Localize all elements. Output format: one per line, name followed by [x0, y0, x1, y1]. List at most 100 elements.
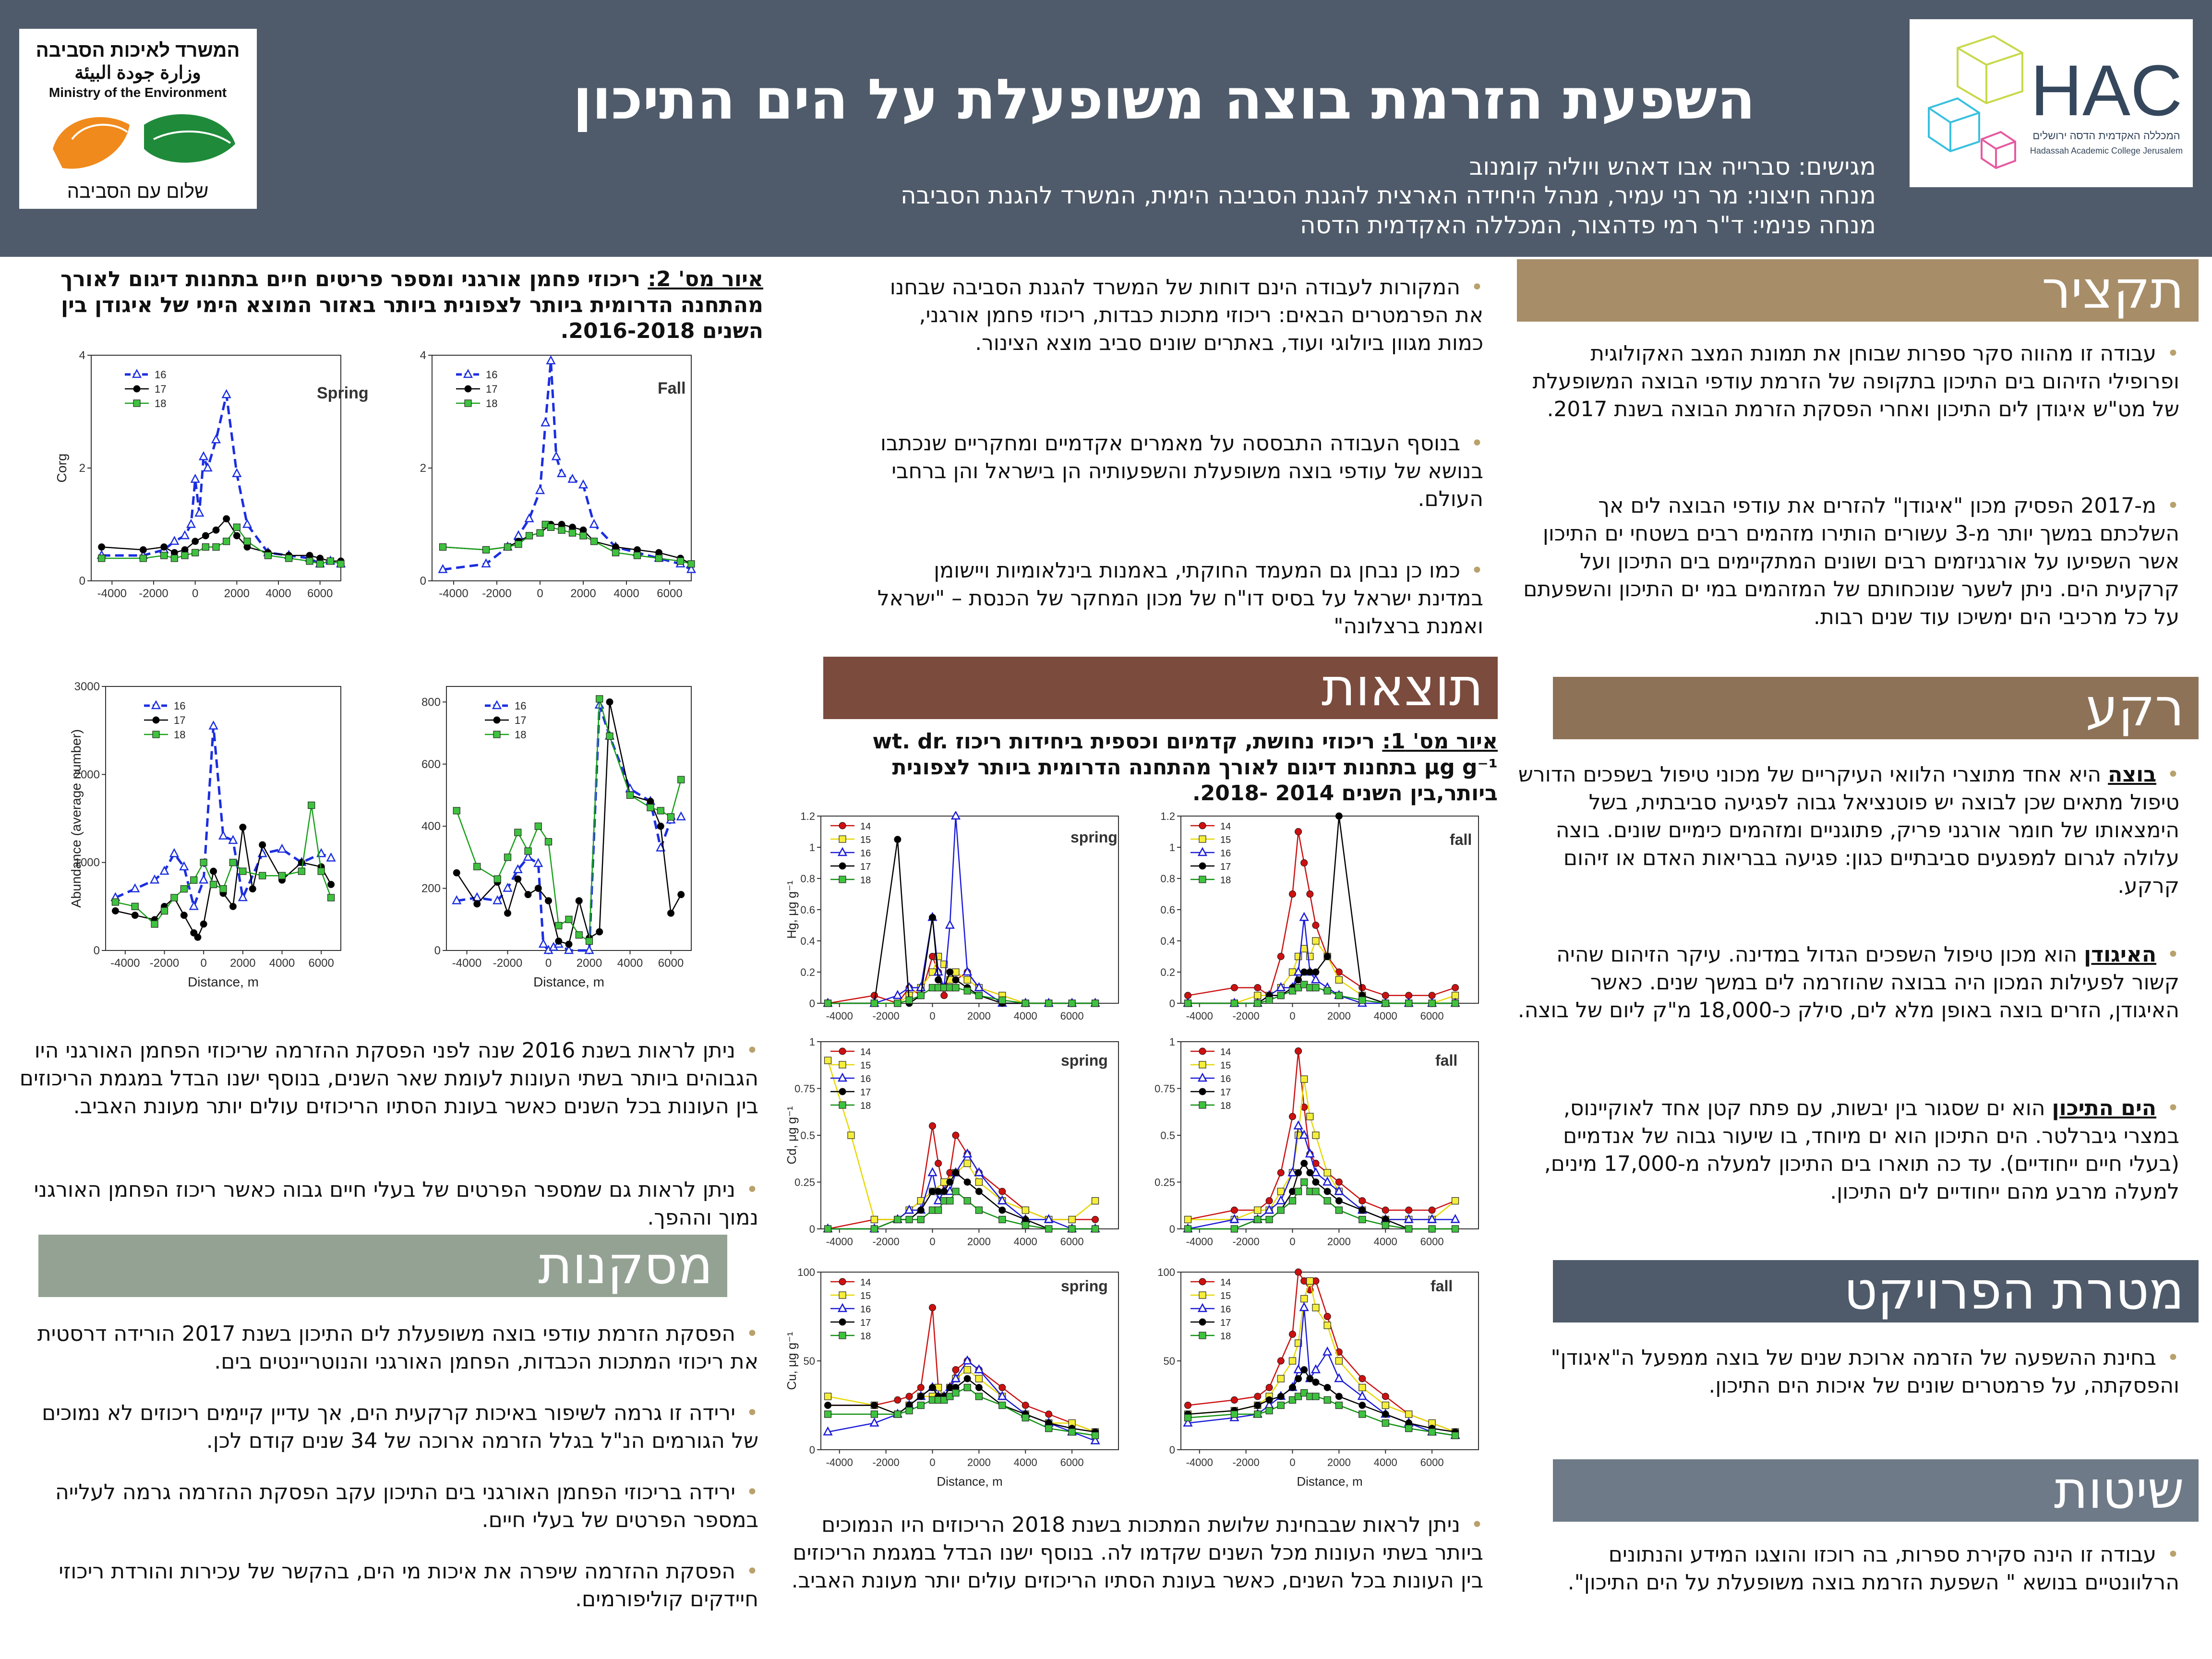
- data-point-15: [847, 1131, 855, 1139]
- data-point-18: [524, 847, 532, 855]
- data-point-18: [151, 920, 158, 928]
- data-point-17: [1323, 1384, 1331, 1391]
- data-point-18: [1323, 1197, 1331, 1205]
- x-tick-label: 0: [200, 957, 206, 970]
- x-tick-label: -2000: [872, 1236, 899, 1248]
- data-point-15: [1022, 1206, 1029, 1214]
- x-tick-label: -4000: [439, 587, 468, 600]
- data-point-16: [1293, 1120, 1303, 1130]
- legend-marker-17: [839, 1088, 846, 1095]
- legend-label: 14: [1220, 1277, 1231, 1288]
- data-point-18: [98, 554, 106, 562]
- legend-label: 15: [1220, 1060, 1231, 1071]
- legend-label: 14: [860, 821, 871, 832]
- x-tick-label: 0: [1289, 1236, 1295, 1248]
- data-point-14: [940, 992, 948, 999]
- data-point-17: [473, 900, 481, 908]
- data-point-14: [905, 1393, 913, 1400]
- data-point-16: [1276, 1195, 1286, 1204]
- data-point-16: [1450, 1214, 1460, 1223]
- data-point-14: [1295, 828, 1302, 835]
- data-point-14: [1265, 1197, 1273, 1204]
- data-point-16: [869, 1417, 879, 1427]
- data-point-16: [232, 468, 242, 477]
- data-point-18: [579, 532, 587, 540]
- data-point-18: [1068, 1225, 1076, 1233]
- chart-title: Spring: [317, 384, 369, 402]
- data-point-18: [1184, 1225, 1192, 1233]
- chart-title: fall: [1435, 1052, 1457, 1069]
- x-tick-label: -4000: [97, 587, 127, 600]
- data-point-18: [647, 804, 654, 811]
- data-point-18: [905, 1407, 913, 1415]
- legend-label: 17: [155, 383, 166, 395]
- legend-marker-18: [839, 876, 846, 883]
- data-point-15: [1335, 976, 1343, 984]
- data-point-16: [584, 945, 594, 954]
- data-point-14: [1254, 984, 1262, 991]
- data-point-18: [1312, 1393, 1320, 1400]
- data-point-17: [545, 897, 552, 904]
- data-point-16: [513, 864, 523, 874]
- y-tick-label: 0.2: [1160, 966, 1175, 978]
- legend-marker-15: [839, 835, 846, 843]
- poster-title: השפעת הזרמת בוצה משופעלת על הים התיכון: [573, 67, 1755, 132]
- data-point-18: [1428, 999, 1436, 1007]
- y-tick-label: 600: [421, 758, 441, 771]
- data-point-16: [589, 518, 599, 528]
- chart-corg-spring: 0 2 4 -4000 -2000 0 2000 4000 6000 Corg Spring 16 17…: [54, 349, 369, 600]
- x-tick-label: 6000: [307, 587, 333, 600]
- data-point-16: [567, 473, 577, 483]
- data-point-17: [194, 934, 202, 941]
- data-point-18: [259, 872, 266, 879]
- data-point-18: [1358, 1215, 1366, 1224]
- data-point-16: [974, 982, 984, 991]
- data-point-18: [1265, 996, 1273, 1004]
- data-point-18: [655, 554, 663, 562]
- legend-label: 18: [1220, 1101, 1231, 1111]
- data-point-16: [535, 485, 545, 494]
- data-point-17: [212, 526, 220, 534]
- x-tick-label: -2000: [482, 587, 511, 600]
- y-axis-label: Corg: [54, 454, 69, 483]
- data-point-16: [945, 919, 955, 929]
- x-axis-label: Distance, m: [188, 974, 259, 989]
- y-tick-label: 3000: [74, 680, 100, 693]
- data-point-17: [1323, 1188, 1331, 1195]
- legend-label: 17: [860, 1318, 871, 1328]
- data-point-14: [1428, 1206, 1436, 1214]
- data-point-16: [1427, 1214, 1437, 1223]
- legend-marker-18: [1199, 1332, 1206, 1339]
- data-point-16: [904, 982, 914, 991]
- y-tick-label: 50: [1164, 1355, 1175, 1367]
- data-point-18: [935, 1206, 942, 1214]
- data-point-16: [130, 883, 140, 892]
- data-point-17: [998, 1206, 1006, 1214]
- data-point-14: [952, 1366, 960, 1373]
- data-point-14: [935, 1160, 942, 1167]
- plot-frame: [91, 355, 341, 581]
- data-point-14: [1382, 1393, 1389, 1400]
- data-point-18: [1295, 1188, 1302, 1195]
- goal-header: מטרת הפרויקט: [1553, 1260, 2199, 1322]
- data-point-16: [186, 518, 196, 528]
- middle-intro-2: •בנוסף העבודה התבססה על מאמרים אקדמיים ו…: [874, 430, 1483, 513]
- hac-letters: HAC: [2031, 50, 2183, 131]
- data-point-18: [687, 560, 695, 568]
- legend-marker-15: [839, 1061, 846, 1069]
- data-point-17: [210, 867, 217, 875]
- x-tick-label: 6000: [1060, 1456, 1084, 1468]
- y-tick-label: 0.25: [794, 1177, 815, 1189]
- data-point-18: [180, 885, 188, 893]
- data-point-18: [473, 863, 481, 870]
- y-tick-label: 0.8: [800, 873, 815, 885]
- data-point-17: [514, 875, 522, 883]
- legend-label: 16: [1220, 1304, 1231, 1315]
- chart-title: spring: [1070, 829, 1118, 846]
- leaves-icon: [53, 114, 235, 169]
- data-point-14: [1230, 1206, 1238, 1214]
- data-point-17: [952, 1169, 960, 1177]
- background-term-sea: הים התיכון: [2052, 1096, 2157, 1120]
- series-line-17: [443, 524, 692, 565]
- data-point-17: [657, 822, 664, 830]
